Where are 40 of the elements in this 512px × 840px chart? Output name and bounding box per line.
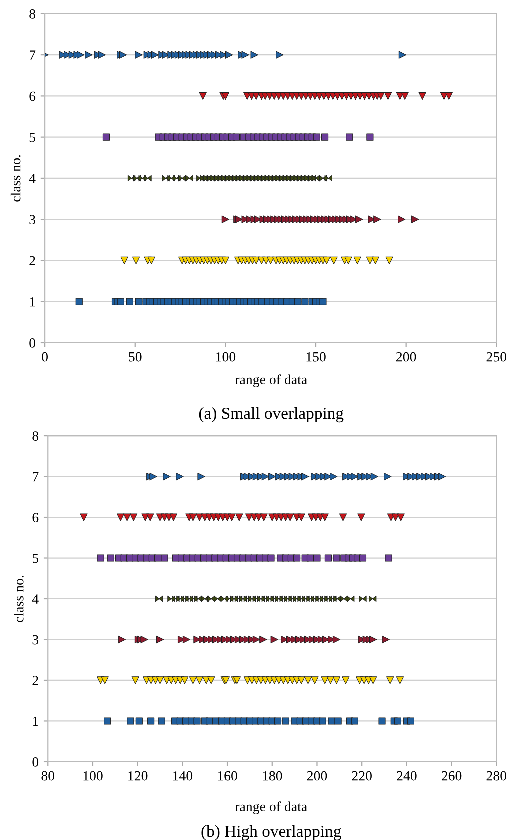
y-tick-label: 2 bbox=[32, 676, 38, 686]
x-tick-label: 100 bbox=[216, 352, 236, 362]
y-tick-label: 3 bbox=[30, 215, 36, 225]
x-tick-label: 140 bbox=[173, 771, 193, 781]
x-tick-label: 180 bbox=[263, 771, 282, 781]
y-tick-label: 4 bbox=[32, 594, 39, 604]
x-tick-label: 160 bbox=[218, 771, 238, 781]
x-tick-label: 150 bbox=[306, 352, 326, 362]
y-tick-label: 5 bbox=[32, 554, 39, 564]
x-axis-title: range of data bbox=[235, 802, 308, 814]
y-tick-label: 8 bbox=[30, 10, 36, 19]
y-tick-label: 5 bbox=[30, 133, 36, 142]
y-tick-label: 6 bbox=[30, 92, 36, 102]
x-tick-label: 250 bbox=[486, 352, 507, 362]
y-tick-label: 8 bbox=[32, 432, 39, 441]
x-tick-label: 220 bbox=[352, 771, 372, 781]
y-axis-title: class no. bbox=[10, 155, 21, 202]
y-tick-label: 1 bbox=[33, 716, 38, 726]
x-axis-title: range of data bbox=[235, 374, 308, 388]
y-tick-label: 0 bbox=[32, 758, 39, 767]
x-tick-label: 100 bbox=[84, 771, 103, 781]
text: (a) Small overlapping bbox=[199, 407, 344, 423]
x-tick-label: 80 bbox=[42, 771, 55, 781]
y-axis-title: class no. bbox=[14, 576, 24, 622]
y-tick-label: 6 bbox=[32, 513, 39, 522]
y-tick-label: 7 bbox=[33, 472, 39, 482]
x-tick-label: 120 bbox=[128, 771, 148, 781]
x-tick-label: 240 bbox=[397, 771, 417, 781]
x-tick-label: 260 bbox=[442, 771, 462, 781]
x-tick-label: 280 bbox=[486, 771, 507, 781]
x-tick-label: 200 bbox=[396, 352, 416, 362]
y-tick-label: 3 bbox=[32, 635, 39, 645]
y-tick-label: 0 bbox=[30, 338, 36, 348]
x-tick-label: 50 bbox=[129, 352, 142, 362]
x-tick-label: 0 bbox=[42, 352, 48, 362]
x-tick-label: 200 bbox=[307, 771, 328, 781]
y-tick-label: 1 bbox=[30, 297, 36, 307]
y-tick-label: 4 bbox=[29, 174, 36, 184]
y-tick-label: 2 bbox=[30, 256, 36, 266]
y-tick-label: 7 bbox=[30, 50, 36, 60]
